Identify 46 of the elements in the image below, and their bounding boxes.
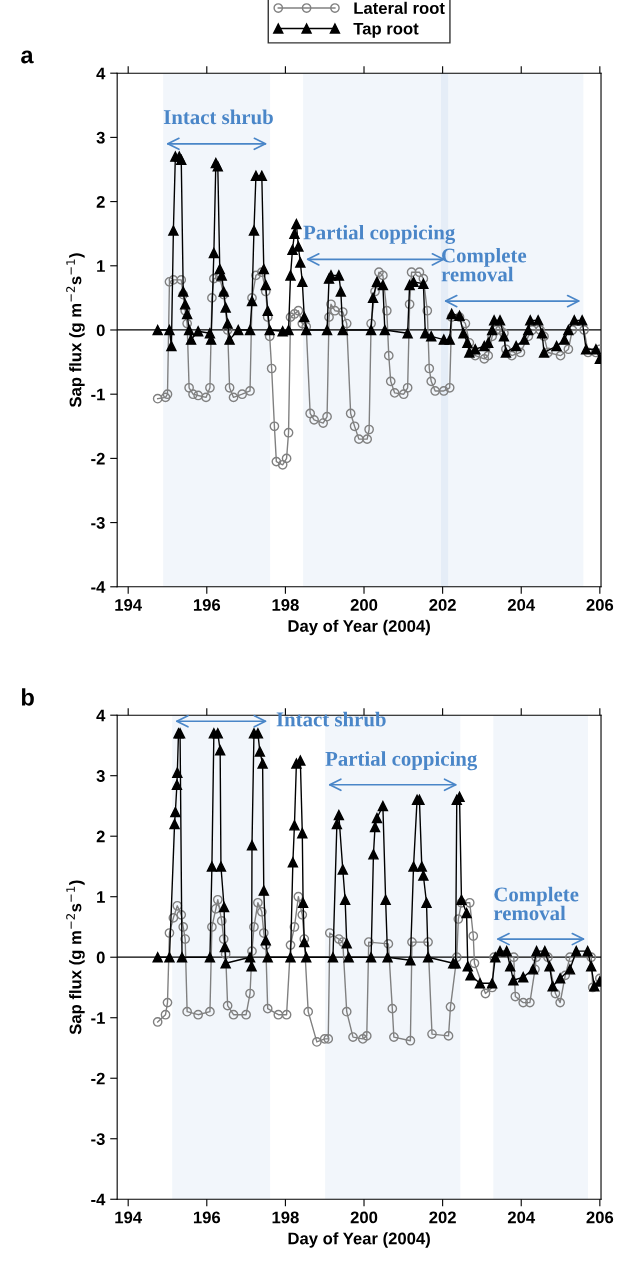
x-tick-label: 204: [507, 599, 536, 611]
x-tick-label: 202: [429, 599, 456, 611]
y-tick-label: -4: [91, 1193, 106, 1206]
x-tick-label: 198: [272, 1211, 299, 1224]
x-tick-label: 194: [115, 1211, 142, 1224]
x-axis-title: Day of Year (2004): [288, 619, 430, 636]
x-tick-label: 194: [115, 599, 142, 611]
x-tick-label: 200: [350, 599, 378, 611]
chart-title: b: [21, 688, 34, 706]
band-label: Partial coppicing: [303, 224, 456, 244]
y-axis-title: Sap flux (g m$^{−2}$s$^{−1}$): [66, 253, 85, 408]
y-tick-label: 2: [96, 195, 105, 208]
y-tick-label: 1: [97, 891, 105, 903]
x-tick-label: 196: [193, 599, 221, 611]
y-tick-label: 3: [96, 131, 105, 144]
y-tick-label: -1: [91, 388, 105, 401]
x-axis-title: Day of Year (2004): [288, 1232, 430, 1248]
x-tick-label: 198: [272, 599, 299, 611]
y-tick-label: 0: [96, 324, 105, 337]
legend-label: Lateral root: [354, 1, 445, 15]
x-tick-label: 206: [586, 1211, 614, 1224]
band-label: Complete removal: [441, 247, 527, 282]
x-tick-label: 206: [586, 599, 614, 611]
y-tick-label: -2: [91, 1072, 105, 1085]
x-tick-label: 196: [193, 1211, 221, 1224]
x-tick-label: 202: [429, 1211, 456, 1224]
y-tick-label: 2: [96, 830, 105, 843]
legend-label: Tap root: [353, 22, 419, 38]
y-axis-title: Sap flux (g m$^{−2}$s$^{−1}$): [66, 880, 85, 1035]
y-tick-label: 4: [96, 709, 106, 722]
y-tick-label: 3: [96, 770, 105, 782]
band-label: Partial coppicing: [325, 751, 478, 771]
band-label: Intact shrub: [276, 711, 386, 727]
y-tick-label: -4: [91, 581, 106, 593]
y-tick-label: -3: [91, 1133, 105, 1145]
y-tick-label: 0: [96, 951, 105, 964]
chart-title: a: [21, 50, 34, 64]
y-tick-label: 1: [97, 260, 105, 272]
y-tick-label: -3: [91, 516, 105, 529]
x-tick-label: 204: [507, 1211, 536, 1224]
band-label: Intact shrub: [163, 109, 273, 125]
y-tick-label: 4: [96, 67, 106, 80]
x-tick-label: 200: [350, 1211, 378, 1224]
y-tick-label: -2: [91, 452, 105, 465]
y-tick-label: -1: [91, 1012, 105, 1024]
band-label: Complete removal: [493, 886, 579, 921]
